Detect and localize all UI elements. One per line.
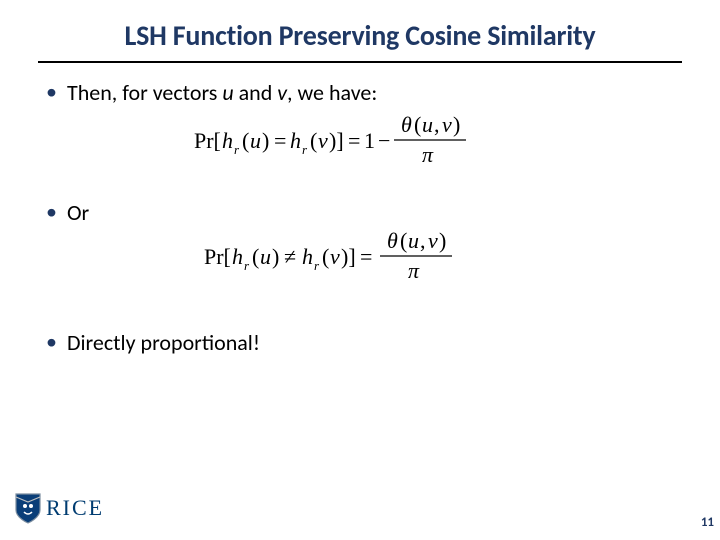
svg-text:): ) <box>262 128 269 153</box>
svg-text:Pr[: Pr[ <box>204 244 231 269</box>
svg-text:(: ( <box>310 128 317 153</box>
shield-icon <box>14 492 42 524</box>
svg-text:,: , <box>434 114 440 137</box>
svg-text:≠: ≠ <box>284 244 296 269</box>
formula-2: Pr[ h r ( u ) ≠ h r ( v )] = θ ( u <box>46 230 682 289</box>
svg-text:): ) <box>272 244 279 269</box>
svg-text:Pr[: Pr[ <box>194 128 221 153</box>
svg-text:u: u <box>408 230 419 253</box>
slide-footer: RICE 11 <box>0 496 720 534</box>
svg-text:h: h <box>290 128 301 153</box>
formula-2-svg: Pr[ h r ( u ) ≠ h r ( v )] = θ ( u <box>204 230 524 284</box>
svg-text:v: v <box>330 244 340 269</box>
bullet-2-text: Or <box>67 199 89 226</box>
svg-text:r: r <box>244 258 250 273</box>
svg-text:h: h <box>222 128 233 153</box>
b1-prefix: Then, for vectors <box>67 79 222 106</box>
svg-text:h: h <box>302 244 313 269</box>
svg-text:π: π <box>408 258 420 283</box>
b1-mid: and <box>234 79 278 106</box>
svg-text:(: ( <box>252 244 259 269</box>
svg-text:1: 1 <box>364 128 375 153</box>
b1-v: v <box>277 79 287 106</box>
svg-text:θ: θ <box>387 230 398 253</box>
svg-text:=: = <box>360 244 372 269</box>
svg-text:(: ( <box>400 230 407 253</box>
svg-text:): ) <box>439 230 446 253</box>
svg-text:θ: θ <box>401 114 412 137</box>
svg-text:)]: )] <box>329 128 344 153</box>
bullet-list: • Then, for vectors u and v, we have: Pr… <box>38 79 682 356</box>
bullet-2: • Or <box>46 199 682 226</box>
formula-1: Pr[ h r ( u ) = h r ( v )] = 1 − θ <box>46 114 682 173</box>
bullet-dot-icon: • <box>46 331 57 353</box>
logo-text: RICE <box>46 495 104 521</box>
svg-text:v: v <box>318 128 328 153</box>
bullet-dot-icon: • <box>46 81 57 103</box>
svg-text:r: r <box>302 142 308 157</box>
bullet-dot-icon: • <box>46 201 57 223</box>
svg-text:,: , <box>420 230 426 253</box>
svg-text:r: r <box>314 258 320 273</box>
svg-text:(: ( <box>322 244 329 269</box>
svg-text:r: r <box>234 142 240 157</box>
svg-text:u: u <box>250 128 261 153</box>
svg-text:−: − <box>378 128 390 153</box>
b1-suffix: , we have: <box>287 79 377 106</box>
b1-u: u <box>222 79 233 106</box>
slide-title: LSH Function Preserving Cosine Similarit… <box>38 18 682 61</box>
title-underline <box>38 61 682 63</box>
bullet-3-text: Directly proportional! <box>67 329 260 356</box>
page-number: 11 <box>701 515 714 530</box>
svg-text:u: u <box>422 114 433 137</box>
svg-text:v: v <box>442 114 452 137</box>
svg-text:)]: )] <box>341 244 356 269</box>
bullet-3: • Directly proportional! <box>46 329 682 356</box>
svg-text:u: u <box>260 244 271 269</box>
bullet-1-text: Then, for vectors u and v, we have: <box>67 79 377 106</box>
svg-text:(: ( <box>414 114 421 137</box>
svg-text:=: = <box>274 128 286 153</box>
svg-text:=: = <box>348 128 360 153</box>
svg-text:π: π <box>422 142 434 167</box>
bullet-1: • Then, for vectors u and v, we have: <box>46 79 682 106</box>
svg-text:(: ( <box>242 128 249 153</box>
svg-text:v: v <box>428 230 438 253</box>
slide: LSH Function Preserving Cosine Similarit… <box>0 0 720 540</box>
formula-1-svg: Pr[ h r ( u ) = h r ( v )] = 1 − θ <box>194 114 534 168</box>
svg-text:h: h <box>232 244 243 269</box>
rice-logo: RICE <box>14 492 104 524</box>
svg-text:): ) <box>453 114 460 137</box>
